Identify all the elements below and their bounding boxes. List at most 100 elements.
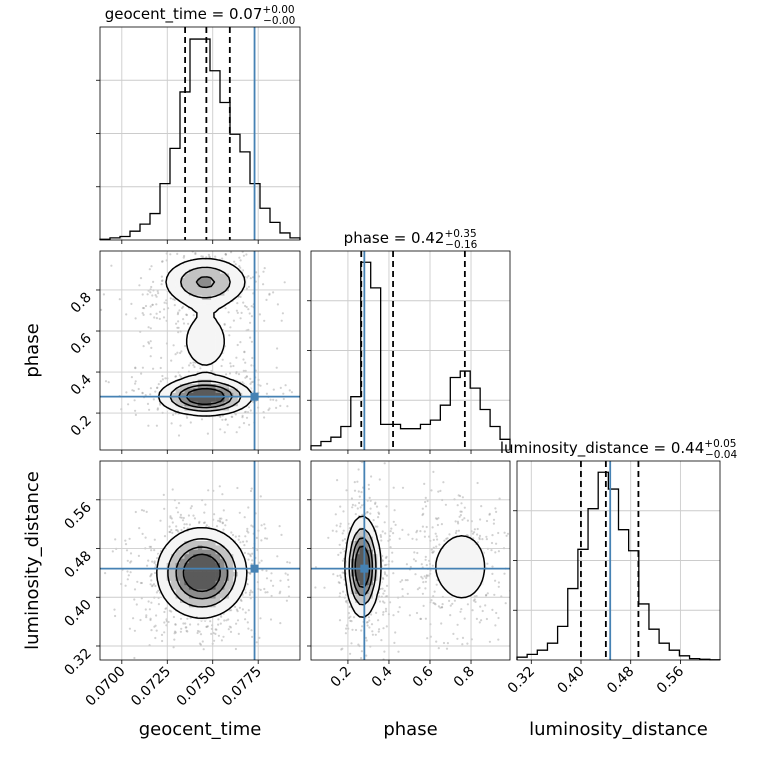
density-cell: [220, 536, 225, 541]
scatter-point: [249, 277, 252, 280]
scatter-point: [174, 631, 177, 634]
scatter-point: [134, 510, 137, 514]
scatter-point: [234, 263, 237, 266]
density-cell: [456, 553, 462, 559]
scatter-point: [485, 538, 488, 541]
scatter-point: [336, 479, 339, 482]
density-cell: [228, 584, 234, 590]
scatter-point: [249, 553, 252, 556]
density-cell: [452, 540, 458, 546]
density-cell: [470, 540, 475, 546]
scatter-point: [495, 510, 498, 513]
density-cell: [175, 571, 181, 577]
scatter-point: [389, 546, 392, 549]
scatter-point: [187, 514, 190, 517]
x-tick-label-phase: 0.2: [328, 664, 355, 691]
scatter-point: [334, 513, 337, 516]
scatter-point: [160, 633, 164, 637]
scatter-point: [466, 642, 469, 645]
density-cell: [461, 545, 467, 550]
density-cell: [215, 396, 221, 402]
scatter-point: [385, 595, 389, 598]
density-cell: [193, 531, 199, 537]
scatter-point: [512, 484, 514, 486]
scatter-point: [435, 545, 438, 548]
density-cell: [202, 312, 207, 318]
scatter-point: [180, 516, 183, 519]
scatter-point: [408, 614, 411, 617]
scatter-point: [73, 237, 75, 239]
density-cell: [215, 264, 221, 270]
density-cell: [452, 536, 458, 541]
density-cell: [197, 348, 203, 354]
scatter-point: [138, 247, 140, 249]
scatter-point: [131, 389, 134, 392]
scatter-point: [343, 538, 347, 541]
density-cell: [456, 593, 462, 599]
density-cell: [197, 374, 203, 380]
contour-level-1: [167, 537, 237, 608]
scatter-point: [364, 636, 368, 640]
scatter-point: [249, 555, 252, 558]
scatter-point: [147, 600, 150, 603]
density-cell: [448, 562, 453, 568]
scatter-point: [484, 594, 488, 597]
scatter-point: [134, 366, 137, 369]
density-cell: [346, 580, 352, 586]
scatter-point: [183, 526, 186, 529]
density-cell: [197, 330, 203, 336]
scatter-point: [154, 390, 157, 393]
x-tick-label-phase: 0.6: [410, 663, 437, 690]
density-cell: [202, 580, 207, 586]
density-cell: [233, 558, 239, 564]
scatter-point: [523, 544, 525, 546]
density-cell: [197, 410, 203, 415]
scatter-point: [156, 557, 159, 560]
scatter-point: [245, 540, 248, 543]
scatter-point: [151, 584, 154, 587]
density-cell: [157, 580, 163, 586]
scatter-point: [149, 617, 152, 620]
density-cell: [359, 522, 365, 528]
scatter-point: [155, 317, 158, 320]
scatter-point: [389, 601, 392, 604]
density-cell: [448, 553, 453, 559]
scatter-point: [485, 519, 489, 523]
density-cell: [157, 584, 163, 590]
density-cell: [206, 611, 212, 617]
density-cell: [166, 598, 172, 603]
scatter-point: [250, 364, 253, 367]
density-cell: [197, 405, 203, 411]
density-cell: [206, 317, 212, 323]
scatter-point: [440, 606, 444, 609]
scatter-point: [193, 365, 196, 369]
scatter-point: [444, 503, 447, 506]
scatter-point: [249, 597, 252, 600]
scatter-point: [239, 598, 242, 602]
scatter-point: [188, 364, 191, 367]
scatter-point: [179, 516, 182, 519]
density-cell: [197, 576, 203, 581]
density-cell: [193, 295, 199, 300]
scatter-point: [351, 506, 354, 509]
density-cell: [220, 299, 225, 305]
scatter-point: [460, 608, 463, 611]
scatter-point: [151, 303, 154, 306]
scatter-point: [279, 386, 282, 389]
scatter-point: [456, 520, 459, 523]
density-cell: [364, 527, 369, 533]
density-cell: [224, 264, 230, 270]
scatter-point: [423, 535, 426, 538]
density-cell: [188, 379, 194, 384]
density-cell: [211, 410, 216, 415]
density-cell: [470, 584, 475, 590]
density-cell: [233, 286, 239, 292]
scatter-point: [430, 489, 433, 492]
scatter-point: [370, 613, 373, 616]
scatter-point: [497, 585, 500, 588]
scatter-point: [412, 558, 416, 561]
scatter-point: [239, 341, 242, 344]
scatter-point: [424, 505, 428, 508]
density-cell: [202, 410, 207, 415]
scatter-point: [324, 565, 326, 567]
